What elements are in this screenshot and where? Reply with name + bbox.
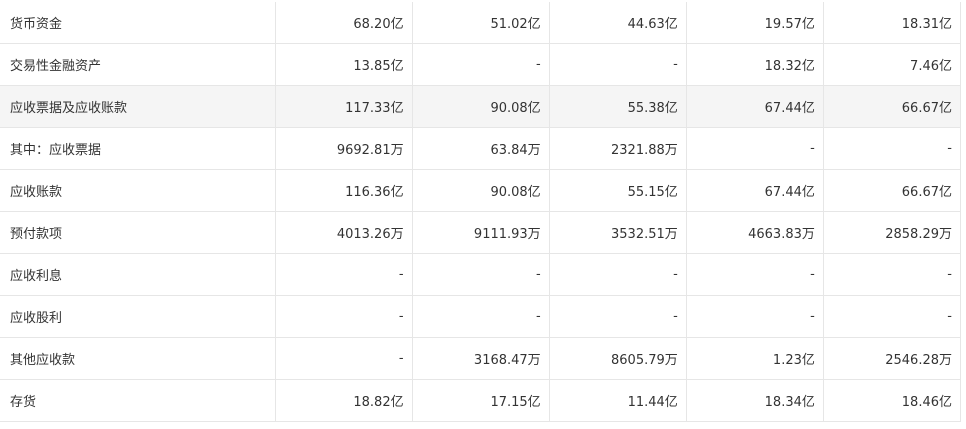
cell-value: 68.20亿 [275, 2, 413, 44]
table-row: 应收账款 116.36亿 90.08亿 55.15亿 67.44亿 66.67亿 [0, 169, 962, 212]
table-row: 应收股利 - - - - - [0, 295, 962, 338]
cell-value: - [275, 295, 413, 338]
cell-value: 2858.29万 [823, 211, 962, 254]
table-container: 货币资金 68.20亿 51.02亿 44.63亿 19.57亿 18.31亿 交易性金融资… [0, 2, 962, 422]
cell-value: 51.02亿 [412, 2, 550, 44]
cell-value: 2321.88万 [549, 127, 687, 170]
cell-value: - [549, 295, 687, 338]
cell-value: 18.82亿 [275, 379, 413, 422]
cell-value: - [275, 253, 413, 296]
cell-value: 18.46亿 [823, 379, 962, 422]
row-label: 货币资金 [0, 2, 276, 44]
row-label: 应收账款 [0, 169, 276, 212]
cell-value: 117.33亿 [275, 85, 413, 128]
cell-value: 4663.83万 [686, 211, 824, 254]
cell-value: 3168.47万 [412, 337, 550, 380]
cell-value: 116.36亿 [275, 169, 413, 212]
row-label: 其中：应收票据 [0, 127, 276, 170]
cell-value: 18.31亿 [823, 2, 962, 44]
cell-value: - [275, 337, 413, 380]
cell-value: - [823, 295, 962, 338]
cell-value: 63.84万 [412, 127, 550, 170]
table-row: 其中：应收票据 9692.81万 63.84万 2321.88万 - - [0, 127, 962, 170]
cell-value: 90.08亿 [412, 169, 550, 212]
row-label: 应收票据及应收账款 [0, 85, 276, 128]
cell-value: - [823, 127, 962, 170]
table-row: 预付款项 4013.26万 9111.93万 3532.51万 4663.83万 2858… [0, 211, 962, 254]
row-label: 应收股利 [0, 295, 276, 338]
table-row: 存货 18.82亿 17.15亿 11.44亿 18.34亿 18.46亿 [0, 379, 962, 422]
row-label: 交易性金融资产 [0, 43, 276, 86]
cell-value: 17.15亿 [412, 379, 550, 422]
cell-value: 8605.79万 [549, 337, 687, 380]
cell-value: 90.08亿 [412, 85, 550, 128]
cell-value: 44.63亿 [549, 2, 687, 44]
cell-value: 19.57亿 [686, 2, 824, 44]
table-row: 应收利息 - - - - - [0, 253, 962, 296]
row-label: 应收利息 [0, 253, 276, 296]
table-body: 货币资金 68.20亿 51.02亿 44.63亿 19.57亿 18.31亿 交易性金融资… [0, 2, 962, 422]
cell-value: - [412, 295, 550, 338]
table-row: 货币资金 68.20亿 51.02亿 44.63亿 19.57亿 18.31亿 [0, 2, 962, 44]
cell-value: 1.23亿 [686, 337, 824, 380]
cell-value: - [549, 43, 687, 86]
table-row: 应收票据及应收账款 117.33亿 90.08亿 55.38亿 67.44亿 66.67亿 [0, 85, 962, 128]
cell-value: 55.15亿 [549, 169, 687, 212]
table-row: 交易性金融资产 13.85亿 - -18.32亿 7.46亿 [0, 43, 962, 86]
cell-value: 66.67亿 [823, 169, 962, 212]
cell-value: - [686, 253, 824, 296]
cell-value: - [686, 295, 824, 338]
cell-value: 67.44亿 [686, 85, 824, 128]
cell-value: 18.32亿 [686, 43, 824, 86]
cell-value: 3532.51万 [549, 211, 687, 254]
cell-value: 13.85亿 [275, 43, 413, 86]
cell-value: 9692.81万 [275, 127, 413, 170]
cell-value: 11.44亿 [549, 379, 687, 422]
balance-table: 货币资金 68.20亿 51.02亿 44.63亿 19.57亿 18.31亿 交易性金融资… [0, 2, 962, 422]
cell-value: 7.46亿 [823, 43, 962, 86]
row-label: 存货 [0, 379, 276, 422]
cell-value: - [686, 127, 824, 170]
cell-value: - [823, 253, 962, 296]
cell-value: 4013.26万 [275, 211, 413, 254]
row-label: 其他应收款 [0, 337, 276, 380]
cell-value: - [412, 43, 550, 86]
cell-value: 67.44亿 [686, 169, 824, 212]
cell-value: - [412, 253, 550, 296]
cell-value: 66.67亿 [823, 85, 962, 128]
cell-value: 55.38亿 [549, 85, 687, 128]
table-row: 其他应收款 -3168.47万 8605.79万 1.23亿 2546.28万 [0, 337, 962, 380]
row-label: 预付款项 [0, 211, 276, 254]
cell-value: - [549, 253, 687, 296]
cell-value: 18.34亿 [686, 379, 824, 422]
cell-value: 9111.93万 [412, 211, 550, 254]
cell-value: 2546.28万 [823, 337, 962, 380]
